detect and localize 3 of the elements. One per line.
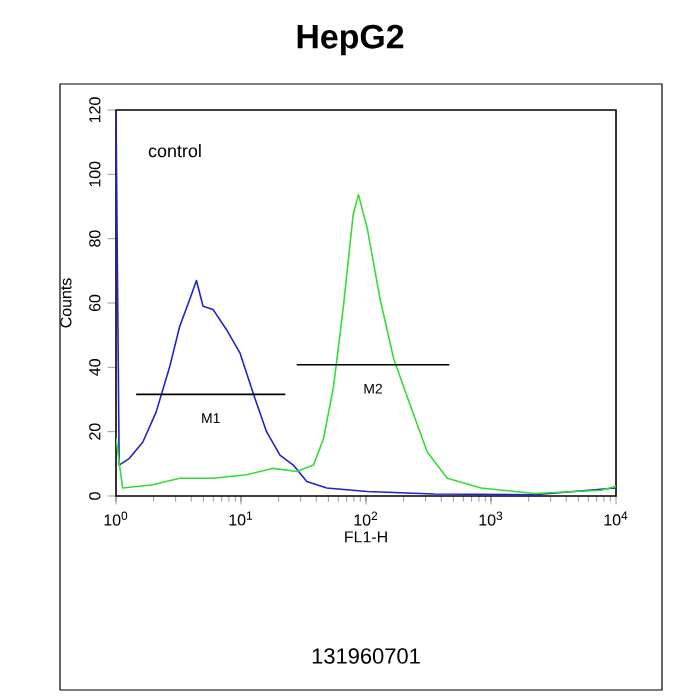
text: 131960701 [312, 648, 420, 664]
chart-title: HepG2 [297, 24, 404, 56]
annotation: control [148, 144, 201, 158]
